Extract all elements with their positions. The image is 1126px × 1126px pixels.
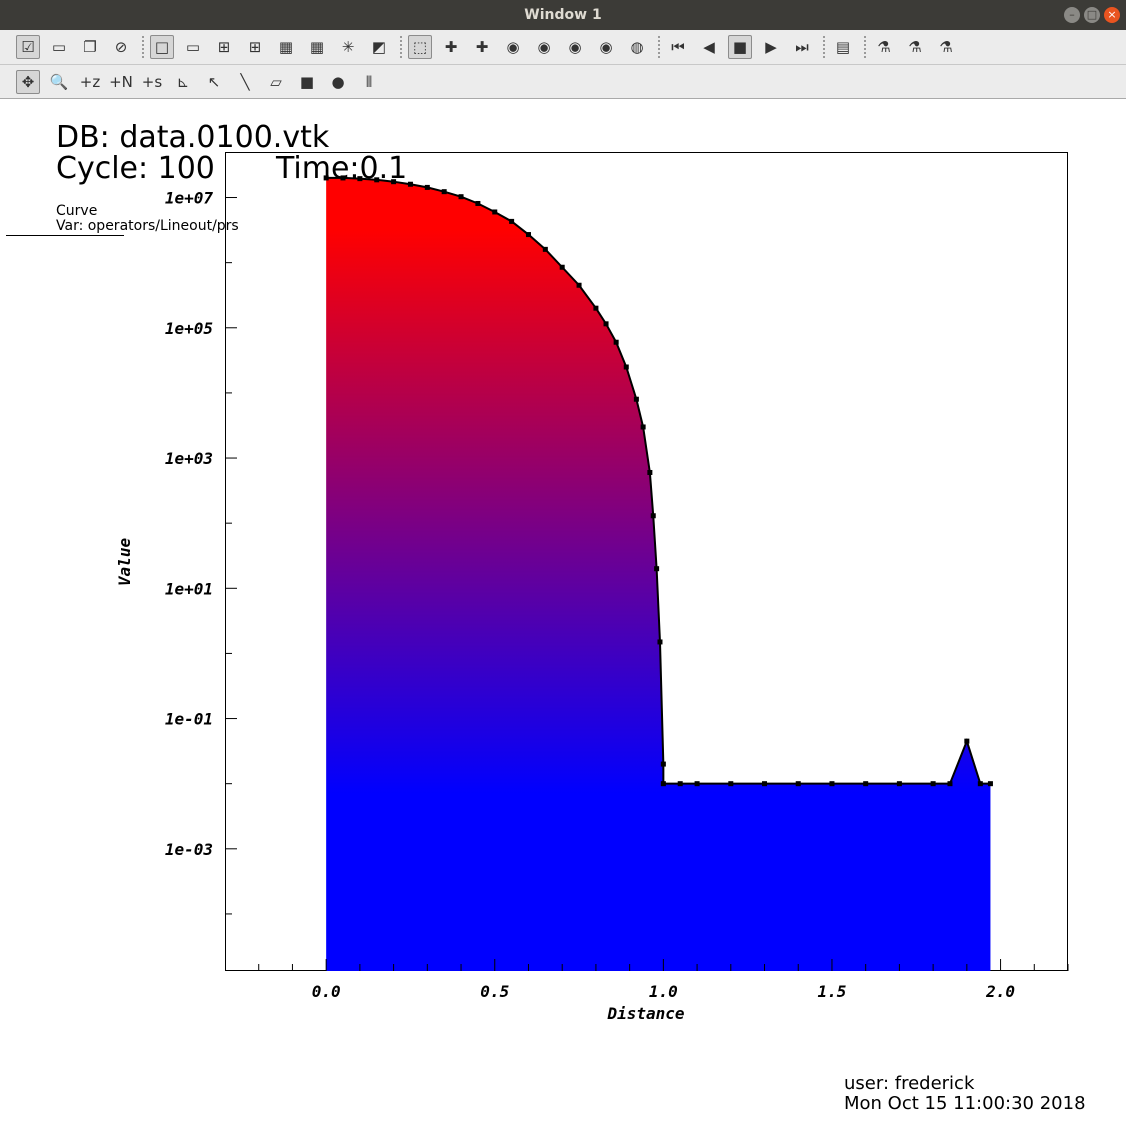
pick-tool-icon[interactable]: ⚗ [908,38,922,56]
y-tick-label: 1e-01 [165,710,213,729]
toolbar-separator [142,36,147,58]
box-tool-icon[interactable]: ■ [299,73,315,91]
undo-view-icon[interactable]: ✚ [475,38,489,56]
navigate-mode-icon[interactable]: ✥ [16,70,40,94]
stop-icon[interactable]: ■ [728,35,752,59]
axis-restriction-icon[interactable]: ⫴ [365,73,373,91]
y-axis-label: Value [115,538,134,587]
user-annotation: user: frederick [844,1073,975,1094]
lock-time-icon[interactable]: ◩ [371,38,387,56]
main-toolbar: ☑ ▭ ❐ ⊘ □ ▭ ⊞ ⊞ ▦ ▦ ✳ ◩ ⬚ ✚ ✚ ◉ ◉ ◉ ◉ ◍ ⏮ ◀ ■ ▶ ⏭ ▤ ⚗ ⚗ ⚗ [0,30,1126,65]
sphere-tool-icon[interactable]: ● [331,73,345,91]
toolbar-separator [823,36,828,58]
step-forward-icon[interactable]: ⏭ [795,38,809,56]
curve-tool-icon[interactable]: ⊾ [176,73,190,91]
y-tick-label: 1e+05 [165,319,213,338]
legend-variable: Var: operators/Lineout/prs [56,218,239,234]
save-view-icon[interactable]: ◉ [537,38,551,56]
line-tool-icon[interactable]: ╲ [240,73,250,91]
window-titlebar[interactable]: Window 1 – □ × [0,0,1126,30]
close-button[interactable]: × [1104,7,1120,23]
camera-icon[interactable]: ◉ [506,38,520,56]
layout-4x2-icon[interactable]: ▦ [278,38,294,56]
delete-window-icon[interactable]: ⊘ [114,38,128,56]
x-tick-label: 1.0 [649,982,678,1001]
layout-2x2-icon[interactable]: ⊞ [217,38,231,56]
interaction-toolbar: ✥ 🔍 +z +N +s ⊾ ↖ ╲ ▱ ■ ● ⫴ [0,65,1126,99]
database-annotation: DB: data.0100.vtk [56,120,330,155]
y-tick-label: 1e-03 [165,840,213,859]
active-window-check-icon[interactable]: ☑ [16,35,40,59]
cycle-annotation: Cycle: 100 [56,151,215,186]
y-tick-label: 1e+01 [165,579,213,598]
layout-1x1-icon[interactable]: □ [150,35,174,59]
plot-attributes-icon[interactable]: ▤ [835,38,851,56]
perspective-box-icon[interactable]: ⬚ [408,35,432,59]
print-icon[interactable]: ◉ [568,38,582,56]
recenter-view-icon[interactable]: ✚ [444,38,458,56]
maximize-button[interactable]: □ [1084,7,1100,23]
y-tick-label: 1e+03 [165,449,213,468]
layout-3x3-icon[interactable]: ▦ [309,38,325,56]
toolbar-separator [400,36,405,58]
spin-icon[interactable]: ◍ [630,38,644,56]
x-tick-label: 0.5 [480,982,509,1001]
spreadsheet-pick-icon[interactable]: +s [141,73,163,91]
node-pick-icon[interactable]: +N [109,73,133,91]
minimize-button[interactable]: – [1064,7,1080,23]
x-tick-label: 2.0 [985,982,1015,1001]
legend-line [6,235,124,236]
lineout-tool-icon[interactable]: ⚗ [877,38,891,56]
query-tool-icon[interactable]: ⚗ [939,38,953,56]
y-tick-label: 1e+07 [165,189,214,208]
toolbar-separator [864,36,869,58]
new-window-icon[interactable]: ▭ [51,38,67,56]
zoom-icon[interactable]: 🔍 [49,73,69,91]
layout-3x2-icon[interactable]: ⊞ [248,38,262,56]
x-tick-label: 0.0 [312,982,341,1001]
plot-frame [225,152,1068,971]
lock-view-icon[interactable]: ✳ [341,38,355,56]
step-back-icon[interactable]: ⏮ [671,38,685,56]
zone-pick-icon[interactable]: +z [79,73,101,91]
clone-window-icon[interactable]: ❐ [83,38,97,56]
layout-1x2-icon[interactable]: ▭ [185,38,201,56]
plane-tool-icon[interactable]: ▱ [270,73,282,91]
x-tick-label: 1.5 [818,982,847,1001]
reverse-play-icon[interactable]: ◀ [703,38,715,56]
save-image-icon[interactable]: ◉ [599,38,613,56]
legend-title: Curve [56,203,98,219]
point-tool-icon[interactable]: ↖ [207,73,221,91]
x-axis-label: Distance [606,1004,684,1023]
play-icon[interactable]: ▶ [765,38,777,56]
window-title: Window 1 [524,7,602,23]
toolbar-separator [658,36,663,58]
date-annotation: Mon Oct 15 11:00:30 2018 [844,1093,1086,1114]
